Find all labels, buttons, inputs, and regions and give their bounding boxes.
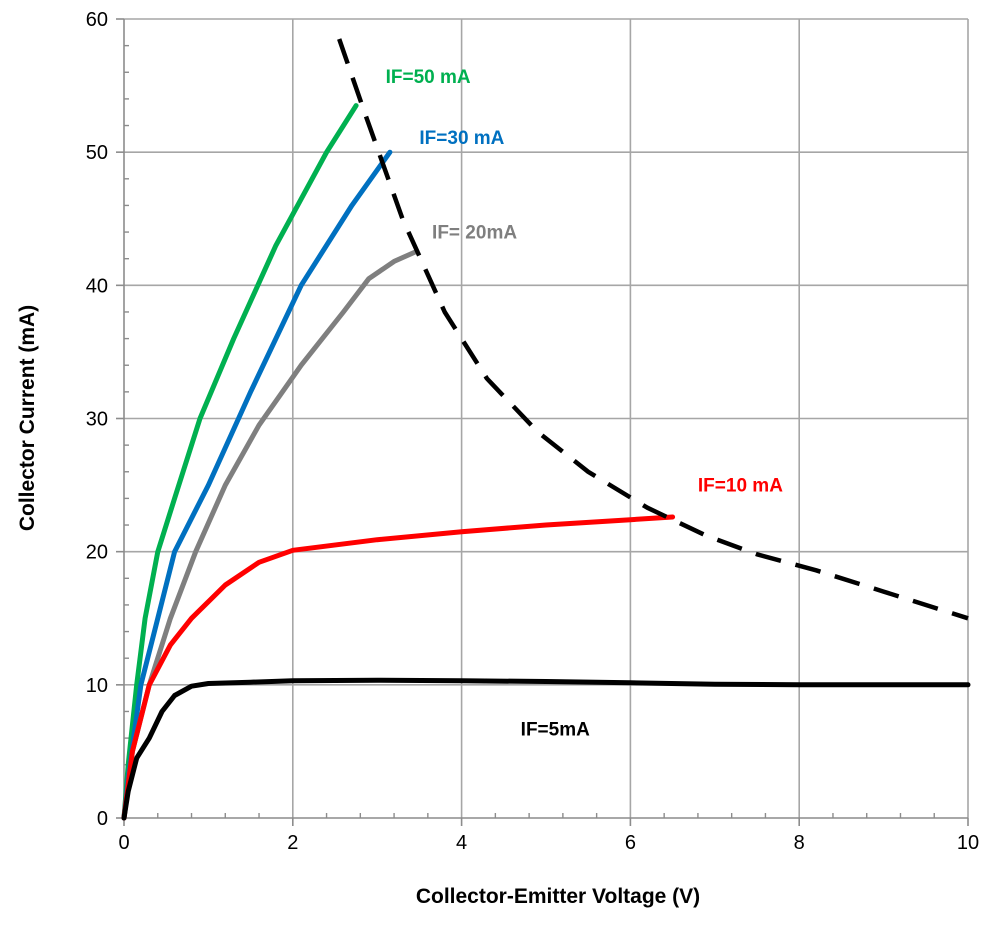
y-tick-label: 0 <box>97 808 108 830</box>
x-tick-labels: 0 2 4 6 8 10 <box>118 832 979 854</box>
x-tick-label: 10 <box>957 832 979 854</box>
x-tick-label: 8 <box>794 832 805 854</box>
y-tick-label: 10 <box>86 675 108 697</box>
series-label: IF=10 mA <box>698 476 783 497</box>
x-tick-label: 6 <box>625 832 636 854</box>
series-labels: IF=50 mA IF=30 mA IF= 20mA IF=10 mA IF=5mA <box>386 67 784 741</box>
max-power-dashed-curve <box>337 38 969 621</box>
x-tick-label: 4 <box>456 832 467 854</box>
y-tick-label: 40 <box>86 275 108 297</box>
y-tick-label: 50 <box>86 142 108 164</box>
series-label: IF=5mA <box>521 719 590 740</box>
series-line <box>121 677 971 821</box>
y-tick-label: 20 <box>86 542 108 564</box>
series-line <box>121 514 676 821</box>
y-tick-labels: 0 10 20 30 40 50 60 <box>86 9 108 830</box>
axes <box>116 18 969 826</box>
series-label: IF=30 mA <box>419 128 504 149</box>
series-line <box>121 103 359 821</box>
x-tick-label: 0 <box>118 832 129 854</box>
y-tick-label: 60 <box>86 9 108 31</box>
x-tick-label: 2 <box>287 832 298 854</box>
y-tick-label: 30 <box>86 409 108 431</box>
series-line <box>121 149 393 821</box>
series-label: IF= 20mA <box>432 223 517 244</box>
series-label: IF=50 mA <box>386 67 471 88</box>
x-axis-title: Collector-Emitter Voltage (V) <box>416 885 700 908</box>
y-axis-title: Collector Current (mA) <box>16 305 39 531</box>
series-lines <box>121 38 971 821</box>
